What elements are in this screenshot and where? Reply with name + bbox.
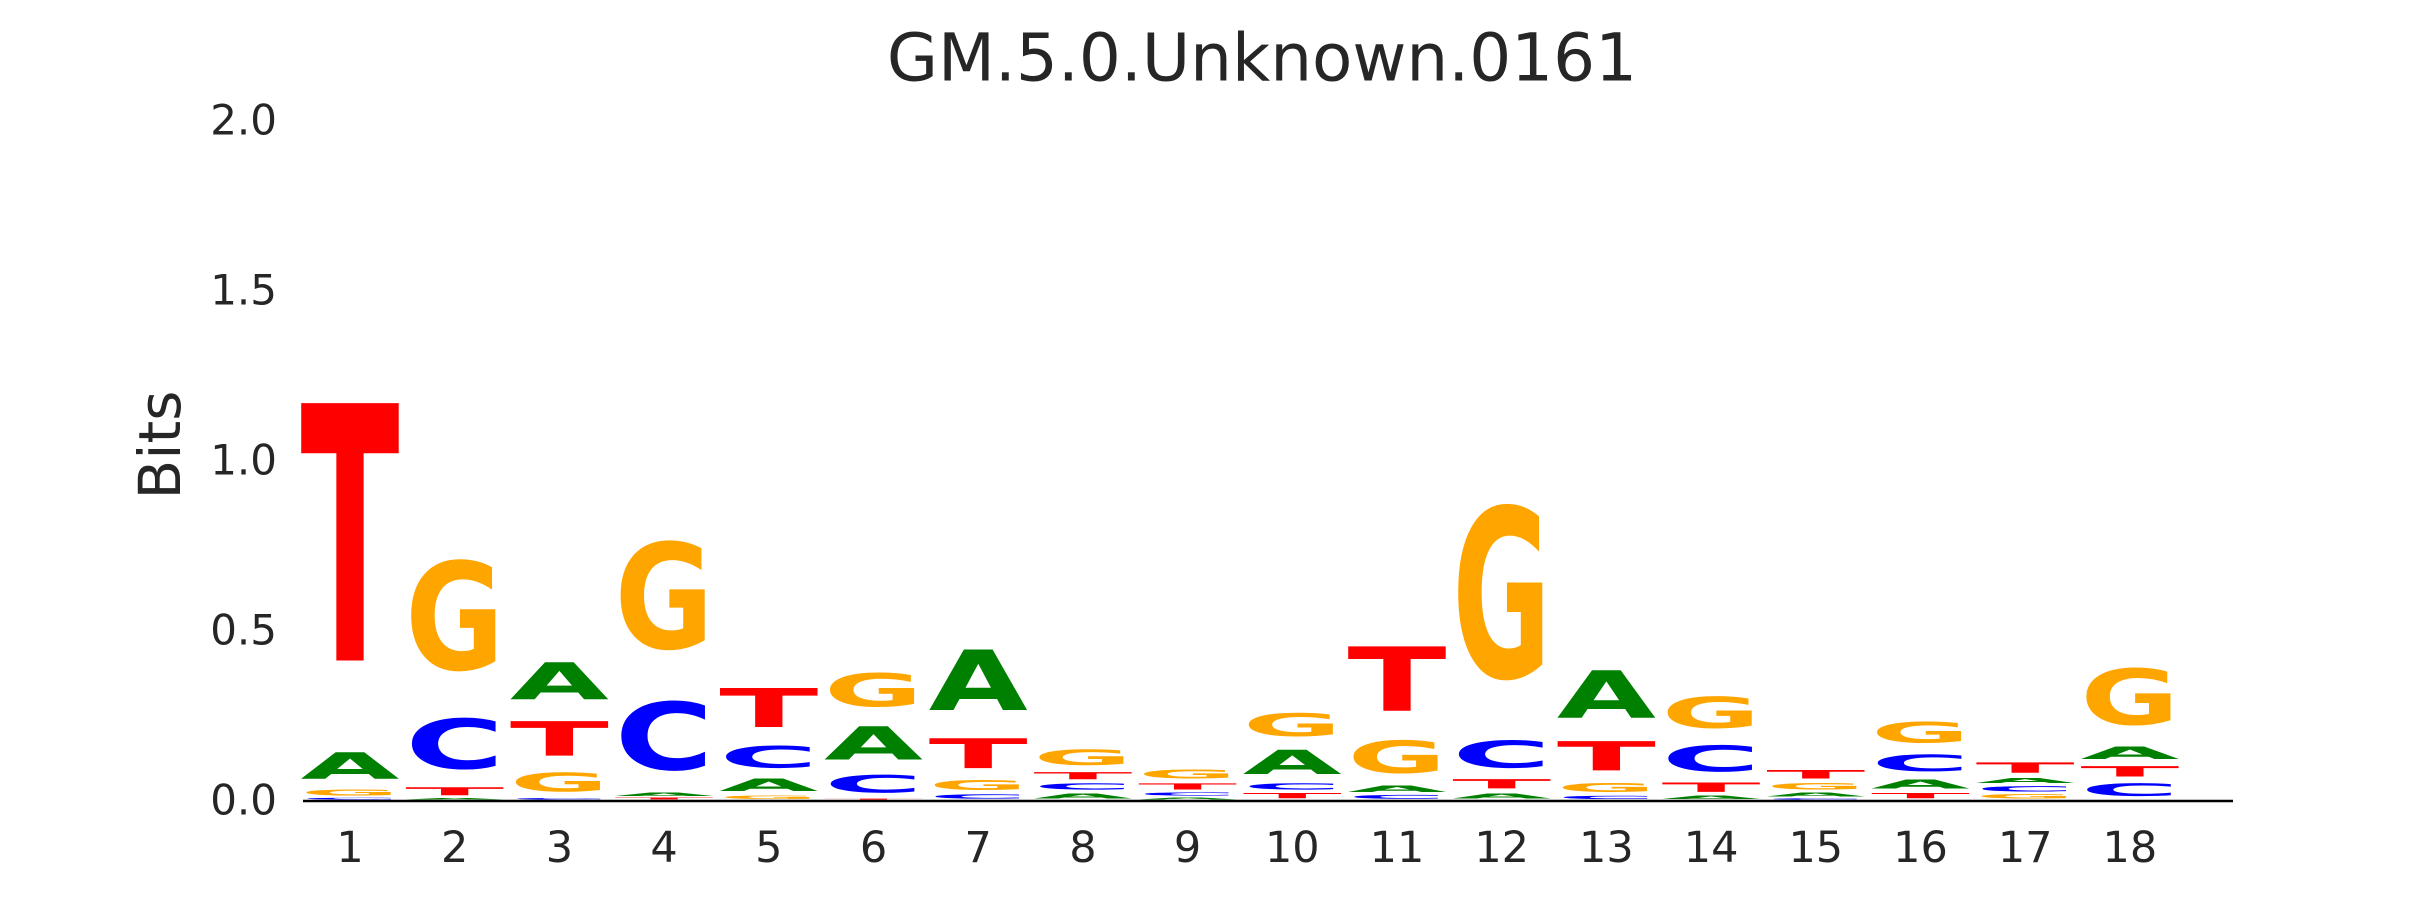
logo-letter-A: A (1871, 777, 1970, 792)
chart-title: GM.5.0.Unknown.0161 (886, 19, 1638, 97)
logo-letter-A: A (929, 634, 1028, 730)
x-tick-label: 13 (1579, 823, 1634, 873)
logo-letter-T: T (615, 797, 714, 800)
logo-letter-T: T (301, 332, 401, 744)
logo-letter-T: T (929, 730, 1028, 778)
logo-letter-T: T (1348, 629, 1447, 732)
x-tick-label: 2 (441, 823, 469, 873)
logo-letter-C: C (2080, 780, 2179, 800)
logo-letter-C: C (719, 740, 818, 775)
logo-letter-G: G (1976, 793, 2075, 800)
logo-letter-A: A (510, 652, 609, 711)
logo-letter-A: A (301, 746, 400, 788)
logo-letter-C: C (615, 684, 714, 792)
logo-letter-A: A (2080, 743, 2180, 763)
x-tick-label: 14 (1683, 823, 1739, 873)
logo-letter-T: T (1243, 792, 1342, 800)
logo-letter-C: C (929, 793, 1028, 800)
logo-letter-A: A (719, 775, 819, 795)
logo-letter-T: T (1033, 770, 1132, 781)
logo-letter-T: T (1766, 768, 1865, 782)
logo-letter-T: T (1871, 792, 1970, 800)
logo-letter-C: C (301, 797, 400, 800)
x-tick-label: 11 (1369, 823, 1425, 873)
logo-letter-G: G (1766, 781, 1865, 791)
logo-letter-G: G (301, 788, 400, 797)
logo-letter-C: C (1662, 738, 1761, 780)
logo-letter-T: T (1557, 733, 1657, 780)
logo-letter-C: C (1557, 795, 1656, 800)
x-tick-label: 1 (336, 823, 364, 873)
logo-letter-G: G (1557, 780, 1656, 795)
logo-letter-T: T (405, 785, 504, 798)
logo-letter-T: T (719, 677, 819, 740)
logo-letter-A: A (1348, 784, 1447, 794)
logo-letter-A: A (1976, 776, 2075, 784)
logo-letter-C: C (1033, 782, 1132, 792)
y-tick-label: 1.0 (210, 435, 277, 485)
logo-letter-A: A (615, 792, 714, 797)
logo-letter-G: G (1138, 767, 1237, 782)
logo-letter-C: C (1243, 782, 1342, 792)
x-tick-label: 10 (1264, 823, 1320, 873)
logo-letter-C: C (1138, 791, 1237, 796)
logo-letter-A: A (405, 798, 504, 800)
logo-letter-T: T (1138, 782, 1237, 792)
logo-letter-A: A (1138, 797, 1237, 800)
logo-letter-C: C (405, 706, 504, 785)
logo-letter-G: G (929, 778, 1028, 793)
logo-letter-G: G (1871, 717, 1970, 750)
logo-letter-C: C (1348, 794, 1447, 800)
logo-letter-T: T (824, 798, 923, 800)
logo-letter-A: A (1557, 657, 1656, 732)
y-tick-label: 2.0 (210, 95, 277, 145)
x-tick-label: 12 (1474, 823, 1530, 873)
logo-letter-T: T (1662, 780, 1761, 795)
logo-letter-A: A (824, 717, 923, 770)
x-tick-label: 9 (1173, 823, 1202, 873)
x-tick-label: 17 (1997, 823, 2053, 873)
logo-letter-G: G (1348, 733, 1447, 784)
logo-letter-G: G (1033, 745, 1132, 770)
x-tick-label: 3 (545, 823, 574, 873)
logo-letter-C: C (1871, 750, 1970, 776)
logo-letter-C: C (510, 798, 609, 800)
y-tick-label: 0.5 (210, 605, 277, 655)
x-tick-label: 18 (2102, 823, 2158, 873)
logo-letter-C: C (1766, 798, 1865, 800)
logo-letter-C: C (824, 770, 923, 798)
logo-letter-A: A (1243, 744, 1342, 782)
logo-letter-G: G (615, 514, 714, 683)
logo-letter-A: A (1766, 792, 1865, 798)
x-tick-label: 15 (1788, 823, 1844, 873)
x-tick-label: 6 (859, 823, 888, 873)
logo-letter-G: G (1662, 689, 1761, 739)
x-tick-label: 5 (755, 823, 783, 873)
logo-letter-G: G (719, 795, 818, 800)
logo-letter-T: T (1452, 777, 1551, 792)
logo-letter-G: G (1452, 461, 1551, 732)
logo-letter-G: G (510, 767, 609, 798)
logo-letter-T: T (510, 712, 609, 767)
logo-letter-G: G (824, 665, 923, 717)
logo-letter-G: G (405, 532, 504, 704)
x-tick-label: 4 (650, 823, 678, 873)
logo-letter-A: A (1662, 795, 1761, 800)
x-tick-label: 7 (964, 823, 992, 873)
logo-letter-C: C (1976, 785, 2075, 794)
logo-letter-A: A (1452, 792, 1551, 800)
logo-letter-A: A (1033, 792, 1132, 800)
logo-letter-G: G (1243, 707, 1342, 743)
x-tick-label: 8 (1069, 823, 1097, 873)
y-tick-label: 0.0 (210, 775, 277, 825)
x-tick-label: 16 (1893, 823, 1948, 873)
logo-letter-T: T (1976, 760, 2075, 777)
y-tick-label: 1.5 (210, 265, 277, 315)
logo-letter-T: T (2080, 763, 2179, 780)
logo-letter-G: G (2080, 653, 2179, 743)
logo-letter-C: C (1452, 733, 1551, 776)
